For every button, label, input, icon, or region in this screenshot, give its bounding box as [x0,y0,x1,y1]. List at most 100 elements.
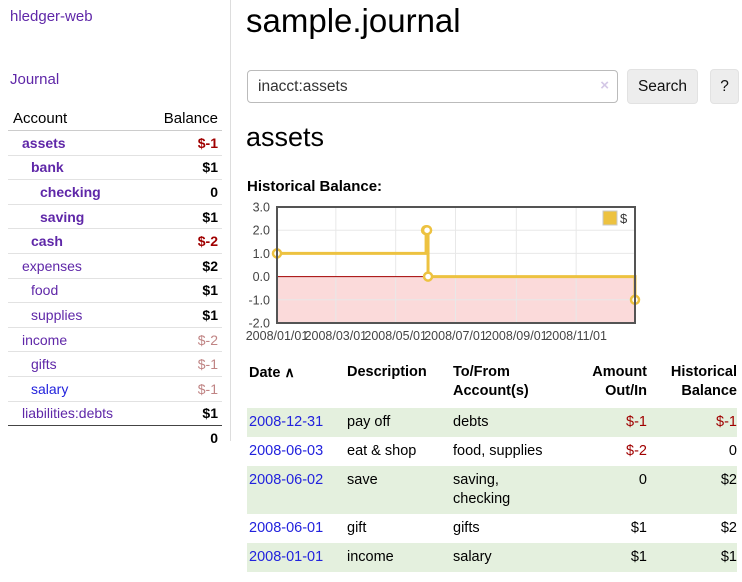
account-balance: $-2 [197,331,218,348]
column-header-balance: Historical Balance [670,364,737,399]
transaction-description: save [347,472,378,488]
sidebar-account-supplies[interactable]: supplies [31,306,83,323]
transaction-row: 2008-01-01 income salary $1 $1 [247,543,737,572]
search-button[interactable]: Search [627,69,698,104]
x-axis-tick-label: 2008/01/01 [246,329,309,343]
transaction-balance: $1 [720,549,737,565]
register-table: Date ∧ Description To/From Account(s) Am… [247,361,737,572]
account-row: supplies $1 [8,303,222,328]
transaction-balance: $2 [720,520,737,536]
sidebar-account-salary[interactable]: salary [31,380,69,397]
transaction-row: 2008-06-02 save saving, checking 0 $2 [247,466,737,514]
account-balance: 0 [210,183,218,200]
x-axis-tick-label: 2008/03/01 [305,329,368,343]
sidebar-account-assets[interactable]: assets [22,134,66,151]
accounts-header-balance: Balance [163,110,218,127]
transaction-balance: $-1 [716,414,737,430]
transaction-balance: 0 [728,443,737,459]
transaction-amount: $1 [630,549,647,565]
x-axis-tick-label: 2008/07/01 [424,329,487,343]
accounts-total-value: 0 [210,430,218,447]
account-row: income $-2 [8,328,222,353]
transaction-amount: $1 [630,520,647,536]
sort-ascending-icon: ∧ [284,364,295,380]
historical-balance-chart: 3.0 2.0 1.0 0.0 -1.0 -2.02008/01/012008/03/01… [246,201,641,343]
account-row: checking 0 [8,180,222,205]
account-row: liabilities:debts $1 [8,402,222,427]
search-input[interactable] [247,70,618,103]
sidebar-account-gifts[interactable]: gifts [31,356,57,373]
accounts-header: Account Balance [8,107,222,131]
register-header-row: Date ∧ Description To/From Account(s) Am… [247,361,737,408]
transaction-row: 2008-06-01 gift gifts $1 $2 [247,514,737,543]
transaction-balance: $2 [720,472,737,488]
account-balance: $1 [202,282,218,299]
transaction-description: pay off [347,414,391,430]
y-axis-tick-label: -2.0 [248,317,270,331]
account-row: food $1 [8,279,222,304]
chart-section-label: Historical Balance: [247,178,383,195]
transaction-row: 2008-06-03 eat & shop food, supplies $-2 0 [247,437,737,466]
account-row: salary $-1 [8,377,222,402]
x-axis-tick-label: 2008/05/01 [364,329,427,343]
sidebar-account-cash[interactable]: cash [31,233,63,250]
sidebar-divider [230,0,231,441]
account-balance: $-2 [197,233,218,250]
sidebar-account-food[interactable]: food [31,282,59,299]
y-axis-tick-label: 3.0 [253,201,270,215]
clear-search-icon[interactable]: × [600,77,609,94]
legend-swatch [602,210,618,226]
transaction-description: income [347,549,394,565]
y-axis-tick-label: 2.0 [253,224,270,238]
y-axis-tick-label: -1.0 [248,293,270,307]
account-row: assets $-1 [8,131,222,156]
transaction-amount: 0 [638,472,647,488]
sidebar-account-checking[interactable]: checking [40,183,101,200]
help-button[interactable]: ? [710,69,739,104]
x-axis-tick-label: 2008/11/01 [545,329,607,343]
account-balance: $1 [202,208,218,225]
account-balance: $1 [202,405,218,422]
data-point-marker [422,271,434,282]
column-header-accounts: To/From Account(s) [453,364,529,399]
transaction-date-link[interactable]: 2008-01-01 [249,549,324,565]
sidebar-item-journal[interactable]: Journal [10,71,60,88]
y-axis-tick-label: 0.0 [253,270,270,284]
account-row: saving $1 [8,205,222,230]
transaction-date-link[interactable]: 2008-12-31 [249,414,324,430]
account-balance: $1 [202,159,218,176]
column-header-amount: Amount Out/In [592,364,647,399]
account-row: gifts $-1 [8,352,222,377]
transaction-date-link[interactable]: 2008-06-02 [249,472,324,488]
sidebar-account-income[interactable]: income [22,331,68,348]
account-row: expenses $2 [8,254,222,279]
transaction-date-link[interactable]: 2008-06-01 [249,520,324,536]
transaction-accounts: saving, checking [453,472,511,507]
sidebar-account-bank[interactable]: bank [31,159,64,176]
account-balance: $1 [202,306,218,323]
transaction-amount: $-1 [626,414,647,430]
sidebar-account-expenses[interactable]: expenses [22,257,82,274]
app-title-link[interactable]: hledger-web [10,8,93,25]
plot-border [276,206,636,324]
date-header-label: Date [249,365,281,381]
page-title: sample.journal [246,2,461,39]
account-balance: $-1 [197,356,218,373]
accounts-panel: Account Balance assets $-1 bank $1 checking 0… [8,107,222,450]
account-balance: $-1 [197,380,218,397]
sidebar-account-saving[interactable]: saving [40,208,85,225]
account-heading: assets [246,122,325,152]
legend-label: $ [620,211,628,226]
transaction-row: 2008-12-31 pay off debts $-1 $-1 [247,408,737,437]
transaction-description: gift [347,520,367,536]
transaction-description: eat & shop [347,443,417,459]
transaction-date-link[interactable]: 2008-06-03 [249,443,324,459]
search-bar: × [247,70,618,103]
transaction-accounts: food, supplies [453,443,543,459]
column-header-date[interactable]: Date ∧ [247,361,345,408]
account-balance: $2 [202,257,218,274]
account-row: cash $-2 [8,229,222,254]
sidebar-account-liabilities:debts[interactable]: liabilities:debts [22,405,114,422]
accounts-header-account: Account [13,110,68,127]
accounts-total-row: 0 [8,426,222,450]
